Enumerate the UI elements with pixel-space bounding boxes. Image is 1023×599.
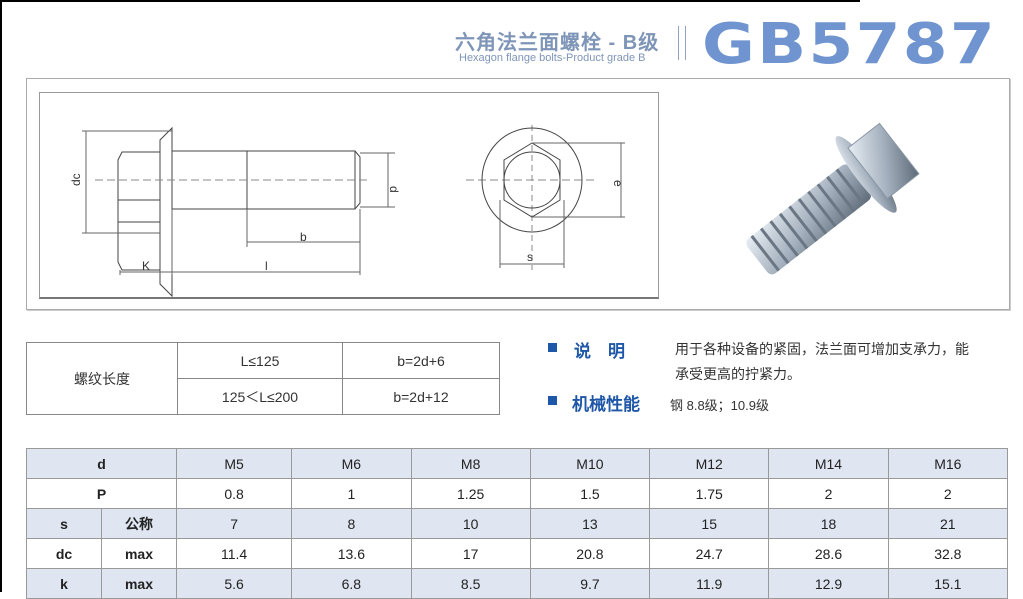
value-cell: 2 [887,478,1009,509]
mechanical-label: 机械性能 [572,395,640,414]
label-b: b [300,230,307,244]
drawing-panel [26,78,1010,310]
value-cell: M16 [887,448,1009,479]
param-cell: d [26,448,177,479]
description-label: 说 明 [574,342,625,361]
label-s: s [527,250,533,264]
param-sub-cell: 公称 [101,508,177,539]
label-d: d [387,186,401,193]
table-row: k max 5.6 6.8 8.5 9.7 11.9 12.9 15.1 [26,568,1009,599]
value-cell: 17 [410,538,531,569]
value-cell: 20.8 [529,538,651,569]
param-cell: dc [26,538,102,569]
label-k: K [142,259,150,273]
label-dc: dc [69,173,83,186]
value-cell: 1.75 [649,478,770,509]
value-cell: 12.9 [768,568,889,599]
mechanical-text: 钢 8.8级；10.9级 [670,398,769,413]
value-cell: 15 [649,508,770,539]
title-separator [678,26,686,60]
value-cell: 1.25 [410,478,531,509]
thread-formula: b=2d+6 [342,342,500,379]
value-cell: 9.7 [529,568,651,599]
value-cell: 13.6 [291,538,412,569]
value-cell: 11.9 [649,568,770,599]
bullet-square-icon [548,396,557,405]
param-sub-cell: max [101,538,177,569]
thread-formula: b=2d+12 [342,378,500,415]
label-l: l [265,259,268,273]
spec-table: d M5 M6 M8 M10 M12 M14 M16 P 0.8 1 1.25 1.5 1.75 2 2 s 公称… [26,448,1009,599]
value-cell: 13 [529,508,651,539]
value-cell: 0.8 [175,478,293,509]
value-cell: M8 [410,448,531,479]
thread-length-label: 螺纹长度 [26,342,178,415]
thread-length-table: 螺纹长度 L≤125 b=2d+6 125＜L≤200 b=2d+12 [26,342,500,415]
bolt-photo [746,122,920,275]
value-cell: 24.7 [649,538,770,569]
param-cell: k [26,568,102,599]
param-cell: P [26,478,177,509]
value-cell: 28.6 [768,538,889,569]
table-row: 螺纹长度 L≤125 b=2d+6 [26,342,500,415]
description-text-2: 承受更高的拧紧力。 [675,366,801,382]
description-text-1: 用于各种设备的紧固，法兰面可增加支承力，能 [675,341,969,357]
table-row: s 公称 7 8 10 13 15 18 21 [26,508,1009,539]
frame-border-top [0,0,860,2]
value-cell: 1 [291,478,412,509]
label-e: e [611,180,625,187]
value-cell: 2 [768,478,889,509]
param-cell: s [26,508,102,539]
value-cell: 15.1 [887,568,1009,599]
value-cell: 10 [410,508,531,539]
table-row: P 0.8 1 1.25 1.5 1.75 2 2 [26,478,1009,509]
value-cell: M14 [768,448,889,479]
value-cell: 11.4 [175,538,293,569]
technical-drawing: dc d b K l e s [69,125,625,298]
thread-condition: L≤125 [177,342,343,379]
value-cell: 5.6 [175,568,293,599]
bullet-square-icon [548,343,557,352]
title-en: Hexagon flange bolts-Product grade B [459,52,646,64]
value-cell: M12 [649,448,770,479]
value-cell: 8.5 [410,568,531,599]
table-row: dc max 11.4 13.6 17 20.8 24.7 28.6 32.8 [26,538,1009,569]
value-cell: 32.8 [887,538,1009,569]
standard-code: GB5787 [702,12,997,77]
frame-border-left [0,0,2,592]
param-sub-cell: max [101,568,177,599]
value-cell: M5 [175,448,293,479]
title-cn: 六角法兰面螺栓 - B级 [455,32,660,54]
top-view-bolt [481,127,625,268]
technical-drawing-box [39,92,659,299]
thread-condition: 125＜L≤200 [177,378,343,415]
value-cell: M10 [529,448,651,479]
value-cell: 1.5 [529,478,651,509]
table-row: 125＜L≤200 b=2d+12 [27,378,500,415]
value-cell: 7 [175,508,293,539]
value-cell: 6.8 [291,568,412,599]
value-cell: M6 [291,448,412,479]
value-cell: 8 [291,508,412,539]
table-row: d M5 M6 M8 M10 M12 M14 M16 [26,448,1009,479]
value-cell: 18 [768,508,889,539]
value-cell: 21 [887,508,1009,539]
side-view-bolt [117,126,361,298]
